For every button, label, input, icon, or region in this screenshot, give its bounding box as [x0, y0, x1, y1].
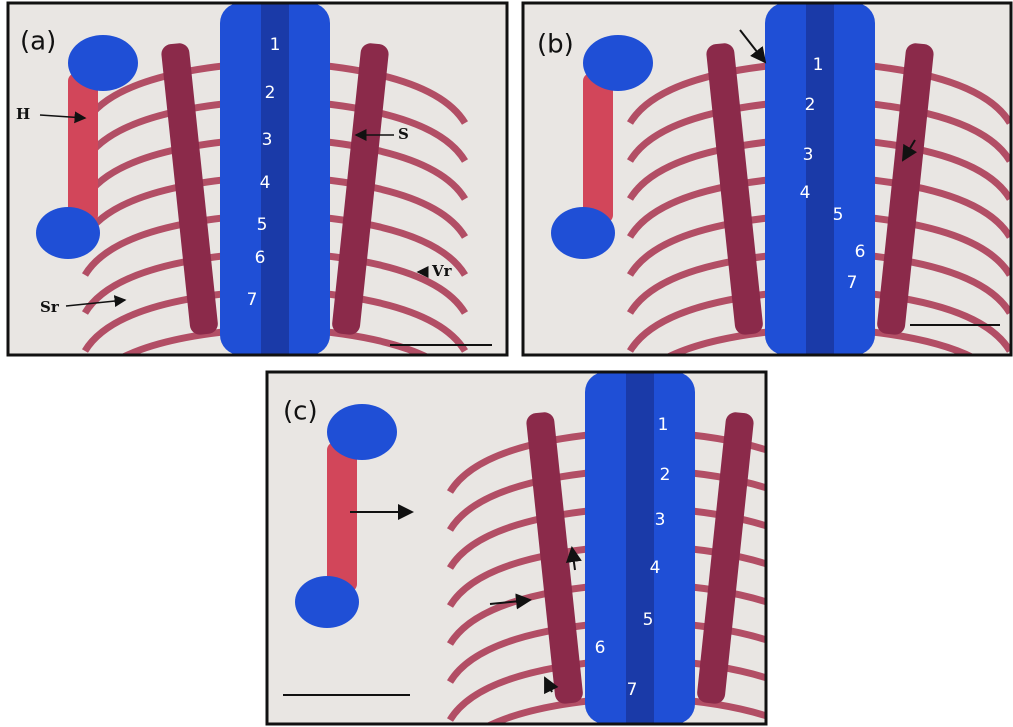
annotation: Sr	[40, 298, 60, 316]
vertebra-number: 4	[800, 183, 811, 203]
elbow	[551, 207, 615, 259]
annotation: Vr	[431, 262, 453, 280]
vertebra-number: 6	[855, 242, 866, 262]
elbow	[36, 207, 100, 259]
vertebra-number: 7	[847, 273, 858, 293]
annotation: H	[16, 105, 30, 123]
panel-label: (a)	[20, 27, 56, 57]
humerus	[583, 73, 613, 223]
spine-center	[626, 372, 654, 724]
panel	[8, 3, 507, 389]
vertebra-number: 1	[658, 415, 669, 435]
vertebra-number: 1	[813, 55, 824, 75]
vertebra-number: 2	[805, 95, 816, 115]
humerus-head	[68, 35, 138, 91]
panel	[267, 372, 830, 727]
vertebra-number: 1	[270, 35, 281, 55]
panel-label: (b)	[537, 30, 574, 60]
humerus	[68, 73, 98, 223]
vertebra-number: 4	[650, 558, 661, 578]
vertebra-number: 5	[643, 610, 654, 630]
vertebra-number: 6	[595, 638, 606, 658]
vertebra-number: 2	[265, 83, 276, 103]
vertebra-number: 5	[257, 215, 268, 235]
panel-label: (c)	[283, 397, 318, 427]
vertebra-number: 7	[627, 680, 638, 700]
vertebra-number: 2	[660, 465, 671, 485]
vertebra-number: 7	[247, 290, 258, 310]
annotation: S	[398, 125, 409, 143]
figure: (a)1234567(b)1234567(c)1234567HSVrSr	[0, 0, 1013, 727]
vertebra-number: 5	[833, 205, 844, 225]
vertebra-number: 3	[655, 510, 666, 530]
vertebra-number: 6	[255, 248, 266, 268]
humerus-head	[327, 404, 397, 460]
vertebra-number: 3	[803, 145, 814, 165]
elbow	[295, 576, 359, 628]
vertebra-number: 4	[260, 173, 271, 193]
panel	[523, 3, 1011, 389]
vertebra-number: 3	[262, 130, 273, 150]
humerus	[327, 442, 357, 592]
humerus-head	[583, 35, 653, 91]
